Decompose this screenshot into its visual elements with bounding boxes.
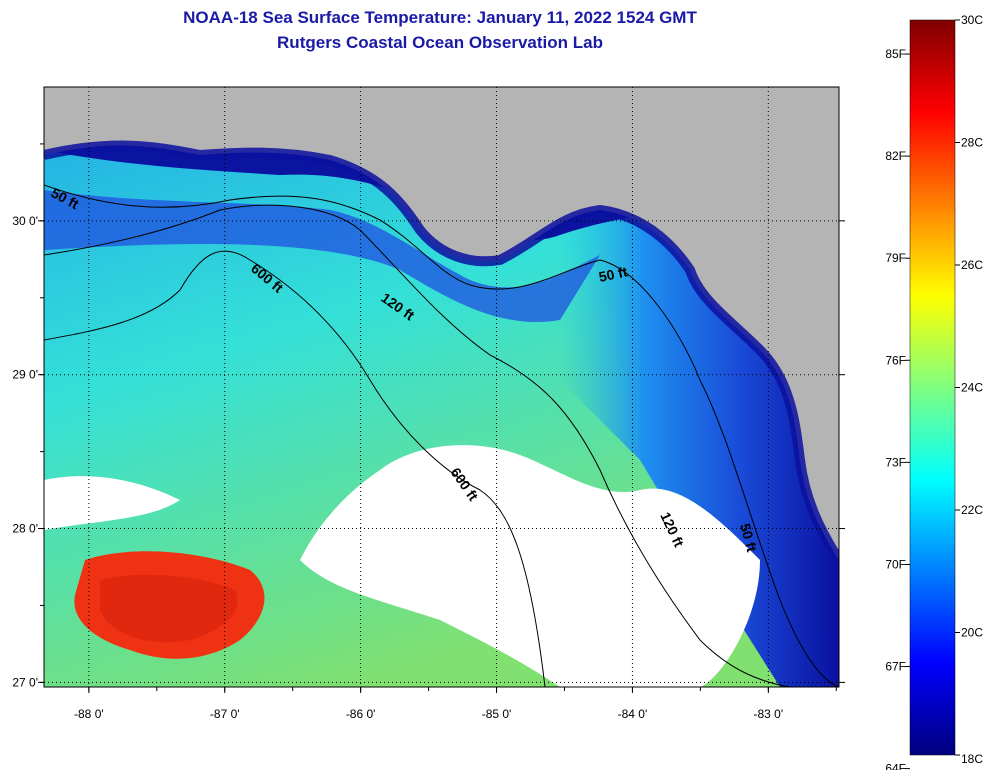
lon-tick-label: -84 0': [618, 707, 648, 721]
cloud-mask-west: [44, 476, 180, 530]
chart-title: NOAA-18 Sea Surface Temperature: January…: [183, 8, 697, 27]
axis-ticks: -88 0' -87 0' -86 0' -85 0' -84 0' -83 0' 30 0…: [12, 143, 845, 721]
colorbar-f-label: 76F: [885, 353, 906, 367]
warm-eddy-core: [100, 574, 238, 643]
colorbar-c-label: 18C: [961, 752, 983, 766]
contour-120ft: [44, 204, 791, 687]
colorbar-c-label: 22C: [961, 503, 983, 517]
contour-label-50ft-south: 50 ft: [737, 522, 760, 554]
colorbar-f-label: 64F: [885, 762, 906, 770]
colorbar-f-label: 85F: [885, 47, 906, 61]
colorbar-ticks: 30C 28C 26C 24C 22C 20C 18C 85F 82F 79F 76F 73F 70F 6…: [885, 13, 983, 770]
colorbar-f-label: 82F: [885, 149, 906, 163]
lon-tick-label: -88 0': [74, 707, 104, 721]
contour-600ft: [44, 250, 546, 687]
colorbar-f-label: 70F: [885, 557, 906, 571]
land-mass: [44, 87, 839, 560]
lon-tick-label: -85 0': [482, 707, 512, 721]
coastline: [44, 140, 839, 563]
lon-tick-label: -87 0': [210, 707, 240, 721]
graticule: [44, 87, 839, 687]
lat-tick-label: 27 0': [12, 675, 38, 689]
colorbar-c-label: 26C: [961, 258, 983, 272]
colorbar-f-label: 79F: [885, 251, 906, 265]
lat-tick-label: 28 0': [12, 522, 38, 536]
lon-tick-label: -86 0': [346, 707, 376, 721]
map-image: 50 ft 600 ft 120 ft 50 ft 600 ft 120 ft …: [44, 87, 839, 687]
map-frame: [43, 86, 840, 688]
colorbar-f-label: 67F: [885, 660, 906, 674]
colorbar-c-label: 28C: [961, 136, 983, 150]
colorbar-c-label: 30C: [961, 13, 983, 27]
chart-subtitle: Rutgers Coastal Ocean Observation Lab: [277, 33, 603, 52]
colorbar-f-label: 73F: [885, 455, 906, 469]
contour-label-50ft-north: 50 ft: [597, 263, 629, 285]
lon-tick-label: -83 0': [754, 707, 784, 721]
colorbar-c-label: 24C: [961, 381, 983, 395]
lat-tick-label: 30 0': [12, 214, 38, 228]
colorbar: [909, 19, 956, 756]
colorbar-c-label: 20C: [961, 626, 983, 640]
cloud-mask: [300, 445, 760, 687]
lat-tick-label: 29 0': [12, 368, 38, 382]
contour-50ft: [44, 184, 839, 687]
